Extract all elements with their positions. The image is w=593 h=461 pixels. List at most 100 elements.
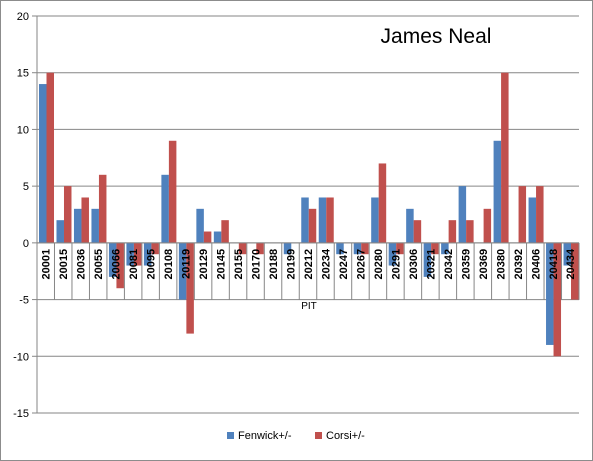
bar-corsi [553, 242, 562, 357]
bar-corsi [483, 208, 492, 243]
bar-fenwick [213, 231, 222, 243]
bar-fenwick [301, 197, 309, 243]
x-tick-label: 20380 [495, 249, 507, 280]
bar-corsi [81, 197, 89, 243]
bar-corsi [116, 242, 124, 289]
bar-fenwick [161, 174, 169, 243]
bar-corsi [46, 72, 54, 243]
y-tick-label: 10 [17, 124, 29, 136]
bar-fenwick [56, 220, 64, 243]
bar-corsi [536, 186, 544, 243]
x-axis-title: PIT [301, 301, 317, 312]
bar-corsi [133, 242, 142, 266]
x-tick-label: 20280 [373, 249, 385, 280]
y-tick-label: 0 [23, 238, 29, 250]
bar-fenwick [423, 242, 432, 277]
x-tick-label: 20188 [268, 249, 280, 280]
y-tick-label: -15 [13, 408, 29, 420]
bar-fenwick [39, 84, 47, 243]
x-tick-label: 20212 [303, 249, 315, 280]
bar-corsi [466, 220, 474, 243]
bar-fenwick [458, 186, 467, 243]
bars [39, 72, 579, 357]
bar-fenwick [91, 208, 99, 243]
x-tick-label: 20081 [128, 249, 140, 280]
x-tick-label: 20342 [443, 249, 455, 280]
bar-corsi [203, 231, 212, 243]
bar-fenwick [406, 208, 414, 243]
bar-corsi [501, 72, 509, 243]
x-tick-label: 20001 [41, 249, 53, 280]
x-tick-label: 20418 [548, 249, 560, 280]
bar-fenwick [126, 242, 134, 266]
bar-corsi [308, 208, 317, 243]
legend-swatch [315, 432, 322, 439]
bar-corsi [63, 186, 72, 243]
x-tick-label: 20267 [355, 249, 367, 280]
legend: Fenwick+/- Corsi+/- [227, 430, 365, 442]
bar-fenwick [563, 242, 572, 266]
x-tick-label: 20392 [513, 249, 525, 280]
x-tick-label: 20170 [251, 249, 263, 280]
x-tick-label: 20036 [76, 249, 88, 280]
x-tick-label: 20406 [530, 249, 542, 280]
bar-fenwick [196, 208, 204, 243]
bar-fenwick [353, 242, 362, 255]
bar-fenwick [546, 242, 554, 345]
bar-corsi [378, 163, 387, 243]
x-tick-label: 20199 [286, 249, 298, 280]
bar-fenwick [178, 242, 187, 300]
x-tick-label: 20306 [408, 249, 420, 280]
x-tick-label: 20247 [338, 249, 350, 280]
bar-corsi [571, 242, 579, 300]
legend-swatch [227, 432, 234, 439]
bar-fenwick [143, 242, 152, 266]
y-tick-label: 5 [23, 181, 29, 193]
bar-fenwick [336, 242, 344, 255]
axes [36, 16, 580, 413]
bar-corsi [413, 220, 422, 243]
bar-corsi [431, 242, 439, 255]
bar-fenwick [528, 197, 537, 243]
category-labels: 20001 20015 20036 20055 20066 20081 20095 20108… [41, 248, 578, 279]
bar-fenwick [388, 242, 397, 266]
bar-corsi [238, 242, 247, 255]
bar-corsi [448, 220, 457, 243]
x-tick-label: 20095 [146, 249, 158, 280]
x-tick-label: 20055 [93, 249, 105, 280]
x-tick-label: 20369 [478, 249, 490, 280]
legend-label: Fenwick+/- [238, 430, 292, 442]
y-tick-label: -5 [19, 295, 29, 307]
bar-fenwick [283, 242, 292, 255]
x-tick-label: 20119 [181, 249, 193, 279]
x-tick-label: 20234 [320, 248, 332, 279]
bar-fenwick [318, 197, 327, 243]
y-tick-label: 20 [17, 11, 29, 23]
bar-corsi [221, 220, 229, 243]
bar-fenwick [493, 140, 502, 243]
x-tick-label: 20066 [111, 249, 123, 280]
bar-corsi [168, 140, 177, 243]
bar-corsi [98, 174, 107, 243]
x-tick-label: 20434 [565, 248, 577, 279]
x-tick-label: 20145 [216, 249, 228, 280]
bar-corsi [326, 197, 334, 243]
x-tick-label: 20108 [163, 249, 175, 280]
bar-corsi [361, 242, 369, 255]
bar-corsi [151, 242, 159, 255]
y-axis-ticks: -15 -10 -5 0 5 10 15 20 [13, 11, 37, 420]
x-tick-label: 20015 [58, 249, 70, 280]
y-tick-label: -10 [13, 351, 29, 363]
bar-corsi [256, 242, 264, 255]
bar-fenwick [108, 242, 117, 277]
bar-corsi [518, 186, 527, 243]
bar-fenwick [441, 242, 449, 255]
bar-fenwick [371, 197, 379, 243]
y-tick-label: 15 [17, 68, 29, 80]
bar-corsi [186, 242, 194, 334]
x-tick-label: 20155 [233, 249, 245, 280]
bar-fenwick [73, 208, 82, 243]
x-tick-label: 20321 [425, 249, 437, 280]
